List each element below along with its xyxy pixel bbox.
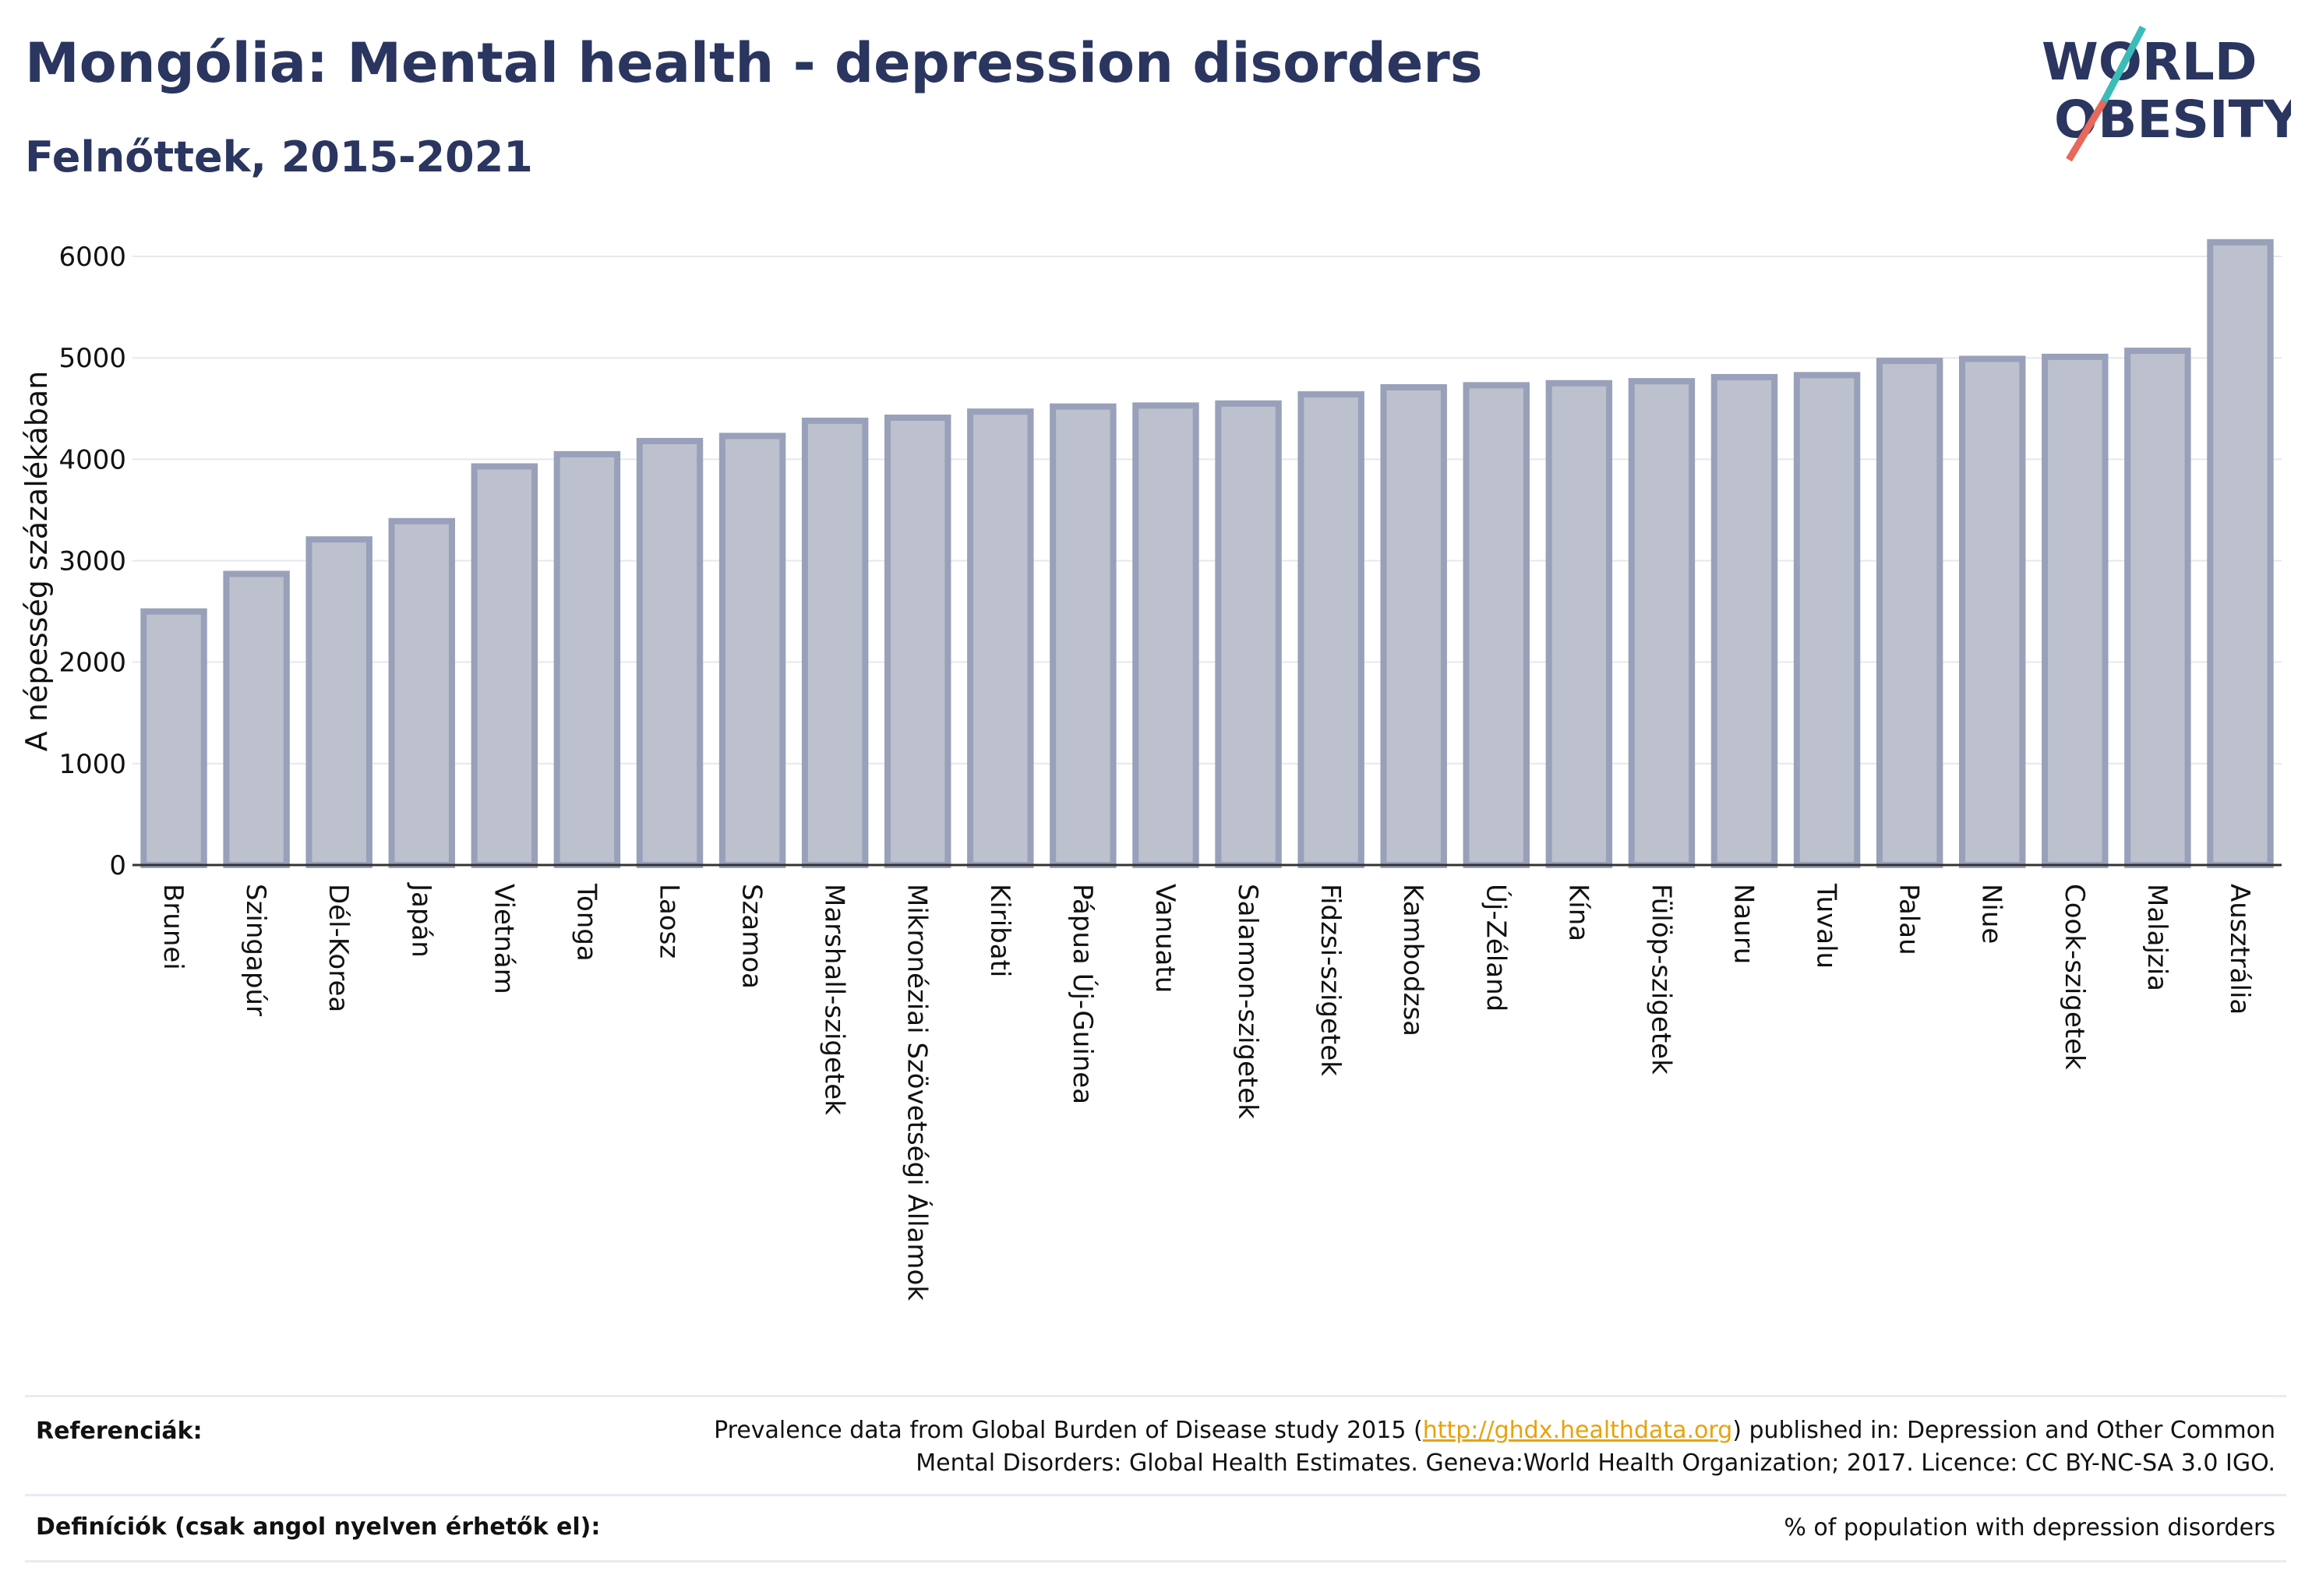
references-row: Referenciák: Prevalence data from Global… (25, 1395, 2286, 1494)
x-tick-label: Cook-szigetek (2059, 884, 2090, 1070)
bar (1959, 355, 2026, 868)
bar (718, 433, 786, 868)
y-tick-label: 0 (109, 850, 126, 881)
chart-subtitle: Felnőttek, 2015-2021 (25, 132, 533, 182)
x-tick-label: Vietnám (488, 884, 519, 994)
y-tick-label: 1000 (58, 749, 126, 780)
y-tick-label: 3000 (58, 546, 126, 577)
x-tick-label: Japán (405, 882, 436, 958)
x-tick-label: Tonga (570, 883, 602, 962)
logo-slash-coral (2066, 99, 2107, 162)
x-tick-label: Tuvalu (1811, 883, 1842, 969)
x-tick-label: Szamoa (736, 884, 768, 989)
references-link[interactable]: http://ghdx.healthdata.org (1422, 1417, 1733, 1444)
bar (801, 417, 869, 868)
references-text-line2: Mental Disorders: Global Health Estimate… (916, 1449, 2275, 1477)
references-label: Referenciák: (36, 1418, 203, 1445)
x-tick-label: Ausztrália (2224, 884, 2255, 1015)
y-axis-title: A népesség százalékában (19, 371, 54, 752)
bar (223, 570, 290, 868)
y-tick-label: 5000 (58, 343, 126, 374)
x-tick-label: Nauru (1728, 884, 1760, 964)
logo-line1: WORLD (2042, 32, 2257, 92)
x-tick-label: Új-Zéland (1480, 884, 1512, 1012)
x-axis-labels: Brunei Szingapúr Dél-Korea Japán Vietnám Tong… (157, 882, 2255, 1301)
references-text-after: ) published in: Depression and Other Com… (1732, 1417, 2275, 1444)
footer: Referenciák: Prevalence data from Global… (25, 1395, 2286, 1562)
bar (636, 437, 704, 868)
bar (388, 517, 455, 868)
y-axis-ticks: 0 1000 2000 3000 4000 5000 6000 (58, 242, 126, 881)
bar (1215, 400, 1282, 868)
bar (140, 608, 207, 868)
bar (553, 450, 621, 868)
bar (1710, 373, 1778, 868)
x-tick-label: Niue (1976, 884, 2007, 944)
bar (471, 463, 538, 868)
references-text-before: Prevalence data from Global Burden of Di… (714, 1417, 1423, 1444)
x-tick-label: Pápua Új-Guinea (1067, 884, 1099, 1104)
y-tick-label: 6000 (58, 242, 126, 273)
x-tick-label: Szingapúr (240, 884, 271, 1016)
definitions-text: % of population with depression disorder… (1784, 1514, 2275, 1541)
x-tick-label: Brunei (157, 884, 189, 970)
bar (305, 536, 372, 868)
y-tick-label: 4000 (58, 444, 126, 475)
x-tick-label: Laosz (654, 884, 685, 959)
references-text: Prevalence data from Global Burden of Di… (714, 1414, 2275, 1480)
bars (140, 238, 2274, 869)
bar (1050, 403, 1117, 868)
bar (1463, 382, 1530, 869)
bar (1628, 378, 1696, 868)
bar (1297, 391, 1364, 869)
bar (2042, 353, 2109, 868)
x-tick-label: Dél-Korea (323, 884, 354, 1012)
x-tick-label: Kína (1562, 884, 1594, 941)
definitions-label: Definíciók (csak angol nyelven érhetők e… (36, 1513, 601, 1541)
bar (1545, 380, 1613, 868)
x-tick-label: Malajzia (2141, 884, 2173, 991)
y-tick-label: 2000 (58, 648, 126, 679)
bar (1793, 372, 1861, 869)
x-tick-label: Fülöp-szigetek (1645, 884, 1676, 1075)
bar (1132, 402, 1199, 868)
world-obesity-logo: WORLD OBESITY (2042, 25, 2291, 162)
x-tick-label: Kambodzsa (1397, 884, 1428, 1036)
x-tick-label: Mikronéziai Szövetségi Államok (902, 884, 934, 1301)
bar (884, 415, 951, 868)
chart-title: Mongólia: Mental health - depression dis… (25, 31, 1483, 95)
bar (1380, 383, 1447, 868)
x-tick-label: Kiribati (984, 884, 1015, 977)
bar (2207, 238, 2274, 869)
bar-chart: 0 1000 2000 3000 4000 5000 6000 Brunei Szingapú… (19, 238, 2282, 1301)
logo-slash-teal (2101, 25, 2146, 104)
definitions-row: Definíciók (csak angol nyelven érhetők e… (25, 1494, 2286, 1562)
bar (967, 408, 1034, 868)
x-tick-label: Salamon-szigetek (1232, 884, 1263, 1119)
x-tick-label: Vanuatu (1149, 884, 1181, 993)
x-tick-label: Palau (1894, 884, 1925, 955)
x-tick-label: Fidzsi-szigetek (1315, 884, 1346, 1076)
bar (1876, 358, 1943, 869)
x-tick-label: Marshall-szigetek (819, 884, 850, 1115)
bar (2124, 348, 2191, 869)
